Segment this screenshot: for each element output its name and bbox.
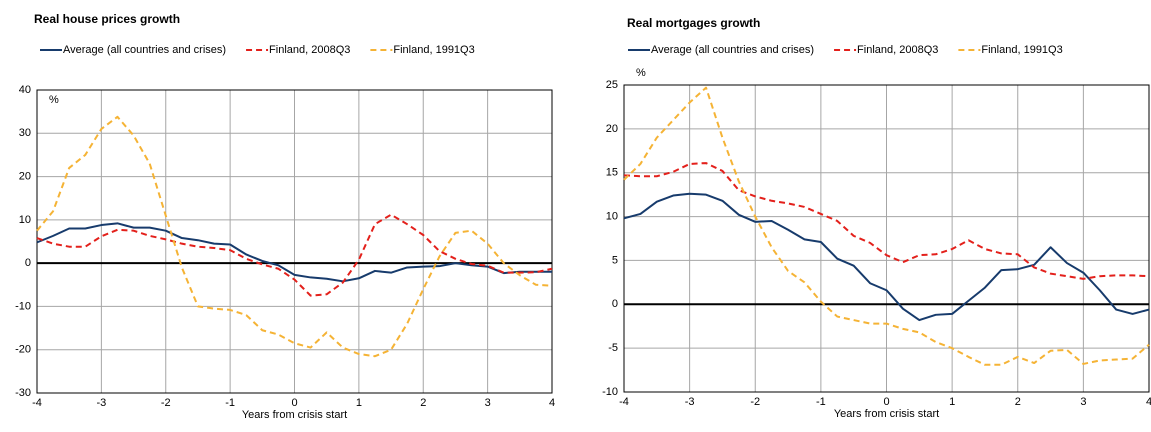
x-tick-label: 1	[949, 396, 955, 408]
series-line	[623, 86, 1150, 366]
legend-label: Finland, 1991Q3	[393, 44, 474, 56]
x-tick-label: -3	[96, 397, 106, 409]
y-tick-label: -30	[15, 387, 31, 399]
series-line	[36, 222, 552, 283]
x-tick-label: -4	[32, 397, 42, 409]
x-tick-label: -1	[816, 396, 826, 408]
x-tick-label: -2	[750, 396, 760, 408]
x-tick-label: 1	[356, 397, 362, 409]
x-tick-label: 3	[1080, 396, 1086, 408]
y-tick-label: 40	[19, 84, 31, 96]
x-tick-label: 2	[420, 397, 426, 409]
y-tick-label: -5	[608, 342, 618, 354]
x-tick-label: -3	[685, 396, 695, 408]
x-tick-label: -4	[619, 396, 629, 408]
x-tick-label: 4	[549, 397, 555, 409]
x-tick-label: 3	[485, 397, 491, 409]
y-tick-label: 20	[606, 123, 618, 135]
chart-title: Real house prices growth	[34, 12, 180, 26]
unit-label: %	[49, 94, 59, 106]
series-line	[36, 213, 553, 297]
legend-label: Finland, 2008Q3	[857, 44, 938, 56]
legend-label: Average (all countries and crises)	[63, 44, 226, 56]
y-tick-label: -20	[15, 344, 31, 356]
y-tick-label: 30	[19, 127, 31, 139]
y-tick-label: 0	[612, 298, 618, 310]
x-tick-label: 2	[1015, 396, 1021, 408]
legend-label: Average (all countries and crises)	[651, 44, 814, 56]
chart-title: Real mortgages growth	[627, 16, 760, 30]
x-tick-label: -2	[161, 397, 171, 409]
y-tick-label: -10	[15, 300, 31, 312]
y-tick-label: 25	[606, 79, 618, 91]
y-tick-label: 10	[19, 214, 31, 226]
y-tick-label: 0	[25, 257, 31, 269]
y-tick-label: 10	[606, 210, 618, 222]
x-tick-label: 0	[291, 397, 297, 409]
legend-label: Finland, 1991Q3	[981, 44, 1062, 56]
y-tick-label: 5	[612, 254, 618, 266]
series-line	[623, 162, 1150, 280]
x-tick-label: 4	[1146, 396, 1151, 408]
x-tick-label: -1	[225, 397, 235, 409]
y-tick-label: 15	[606, 167, 618, 179]
series-line	[623, 192, 1150, 322]
x-axis-label: Years from crisis start	[834, 408, 939, 420]
unit-label: %	[636, 67, 646, 79]
y-tick-label: 20	[19, 170, 31, 182]
legend-label: Finland, 2008Q3	[269, 44, 350, 56]
x-tick-label: 0	[883, 396, 889, 408]
y-tick-label: -10	[602, 386, 618, 398]
series-line	[36, 115, 553, 358]
x-axis-label: Years from crisis start	[242, 409, 347, 421]
plot-frame	[623, 84, 1150, 393]
